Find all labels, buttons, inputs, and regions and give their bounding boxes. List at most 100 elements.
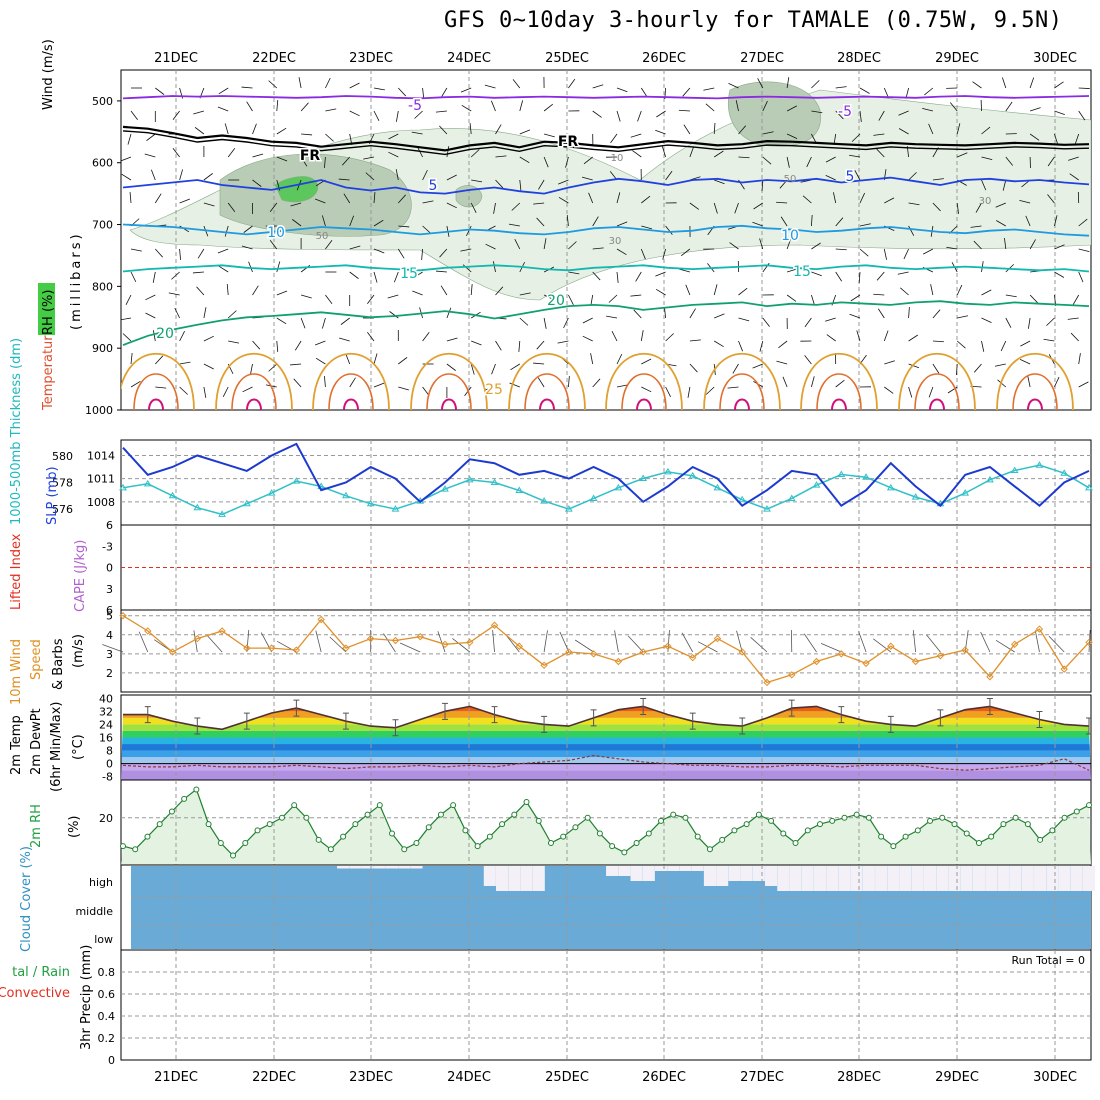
- wind-tick-label: 2: [106, 667, 113, 680]
- wind-barb: [981, 156, 993, 161]
- wind-speed-point: [812, 657, 821, 666]
- temp-minmax-bar: [144, 706, 151, 724]
- isotherm-label: 15: [400, 266, 418, 282]
- date-label-top: 29DEC: [935, 51, 979, 66]
- thickness-point: [119, 483, 127, 491]
- thickness-point: [490, 478, 499, 485]
- wind-speed-point: [911, 657, 920, 666]
- rh-point: [1000, 821, 1007, 828]
- wind-barb: [543, 103, 554, 112]
- wind-barb: [713, 202, 718, 214]
- wind-barb: [655, 288, 666, 296]
- rh-contour-label: 50: [784, 174, 797, 185]
- wind-barb: [276, 156, 288, 162]
- upper-air-panel: -5 -5 FR FR 5 5 10 10 15 15 20 20 25 10 30 30 50 50 500 60…: [85, 69, 1092, 417]
- wind-barb: [876, 271, 885, 281]
- wind-barb: [568, 241, 577, 250]
- wind-barb-10m: [736, 630, 743, 653]
- wind-barb-10m: [1088, 630, 1091, 653]
- wind-barb: [786, 77, 790, 89]
- wind-barb-10m: [627, 635, 644, 653]
- wind-barb: [179, 169, 184, 181]
- isotherm-label: 10: [267, 225, 285, 241]
- thickness-point: [911, 493, 920, 500]
- cloud-gap-bar: [716, 866, 729, 886]
- temp-minmax-bar: [1036, 711, 1043, 729]
- wind-barb: [387, 294, 399, 299]
- temp-units-ylabel: (°C): [71, 734, 86, 760]
- slp-tick-label: 1014: [87, 449, 115, 462]
- wind-barb: [1054, 110, 1065, 115]
- wind-barb: [835, 248, 847, 251]
- rh-point: [780, 830, 787, 837]
- wind-barb: [250, 363, 253, 375]
- wind-barb: [946, 246, 958, 250]
- wind-barb: [689, 339, 701, 342]
- cloud-gap-bar: [826, 866, 839, 891]
- isotherm-30-arc: [816, 373, 862, 410]
- wind-barb: [218, 265, 229, 273]
- wind-barb: [732, 363, 739, 374]
- wind-barb: [665, 333, 674, 342]
- wind-barb: [466, 225, 472, 237]
- wind-barb: [608, 294, 618, 303]
- wind-speed-point: [218, 627, 226, 635]
- wind-barb: [1078, 271, 1084, 283]
- wind-barb-10m: [964, 630, 969, 653]
- wind-barb: [440, 87, 448, 98]
- thickness-point: [242, 499, 251, 507]
- wind-barb: [172, 147, 180, 158]
- wind-barb-10m: [803, 633, 817, 653]
- wind-barb: [678, 109, 690, 112]
- wind-barb: [179, 331, 185, 342]
- wind-speed-point: [416, 632, 424, 641]
- wind-barb: [689, 146, 695, 158]
- wind-barb: [780, 216, 788, 227]
- rh-point: [242, 839, 249, 846]
- thickness-point: [837, 470, 846, 478]
- wind-barb: [703, 87, 715, 91]
- cloud-gap-bar: [789, 866, 802, 891]
- wind-ylabel: Wind (m/s): [41, 39, 56, 110]
- wind-barb: [778, 340, 788, 349]
- wind-barb: [125, 294, 132, 305]
- cloud-gap-bar: [606, 866, 619, 876]
- wind-barb: [975, 202, 982, 213]
- wind-barb: [538, 179, 545, 190]
- wind-speed-point: [1035, 625, 1044, 633]
- thickness-axis: 1008 1011 1014 576 578 580: [52, 449, 115, 516]
- wind-barb: [973, 363, 982, 373]
- wind-barb: [1054, 215, 1058, 227]
- rh-point: [193, 786, 200, 793]
- wind-barb: [321, 317, 326, 329]
- wind-barb: [762, 131, 774, 135]
- wind-barb: [155, 87, 165, 95]
- precip-tick-label: 0.8: [98, 966, 116, 979]
- wind-barb: [616, 248, 627, 256]
- temp-minmax-bar: [442, 702, 448, 720]
- wind-barb: [484, 386, 496, 391]
- thickness-line: [122, 464, 1090, 516]
- wind-barb: [129, 192, 132, 204]
- wind-barb: [203, 386, 207, 398]
- wind-barb: [172, 110, 180, 121]
- wind-barb: [689, 202, 700, 210]
- rh-point: [706, 846, 713, 853]
- wind-speed-point: [961, 646, 969, 654]
- isotherm-30-arc: [133, 373, 179, 410]
- wind-barb: [956, 340, 966, 349]
- wind-barb: [150, 169, 156, 181]
- wind-barb: [713, 340, 724, 348]
- wind-barb: [508, 223, 520, 227]
- wind-barb: [592, 84, 604, 89]
- wind-barb: [252, 179, 262, 187]
- wind-barb: [835, 271, 843, 282]
- temp-minmax-bar: [194, 717, 201, 735]
- side-labels: Temperature (°C) Wind (m/s) RH (%) (mill…: [0, 39, 94, 1050]
- precip-tick-label: 0.6: [98, 988, 116, 1001]
- wind-speed-point: [639, 648, 647, 656]
- wind-barb: [417, 147, 423, 158]
- wind-barb-10m: [926, 634, 941, 653]
- wind-barb: [981, 126, 991, 135]
